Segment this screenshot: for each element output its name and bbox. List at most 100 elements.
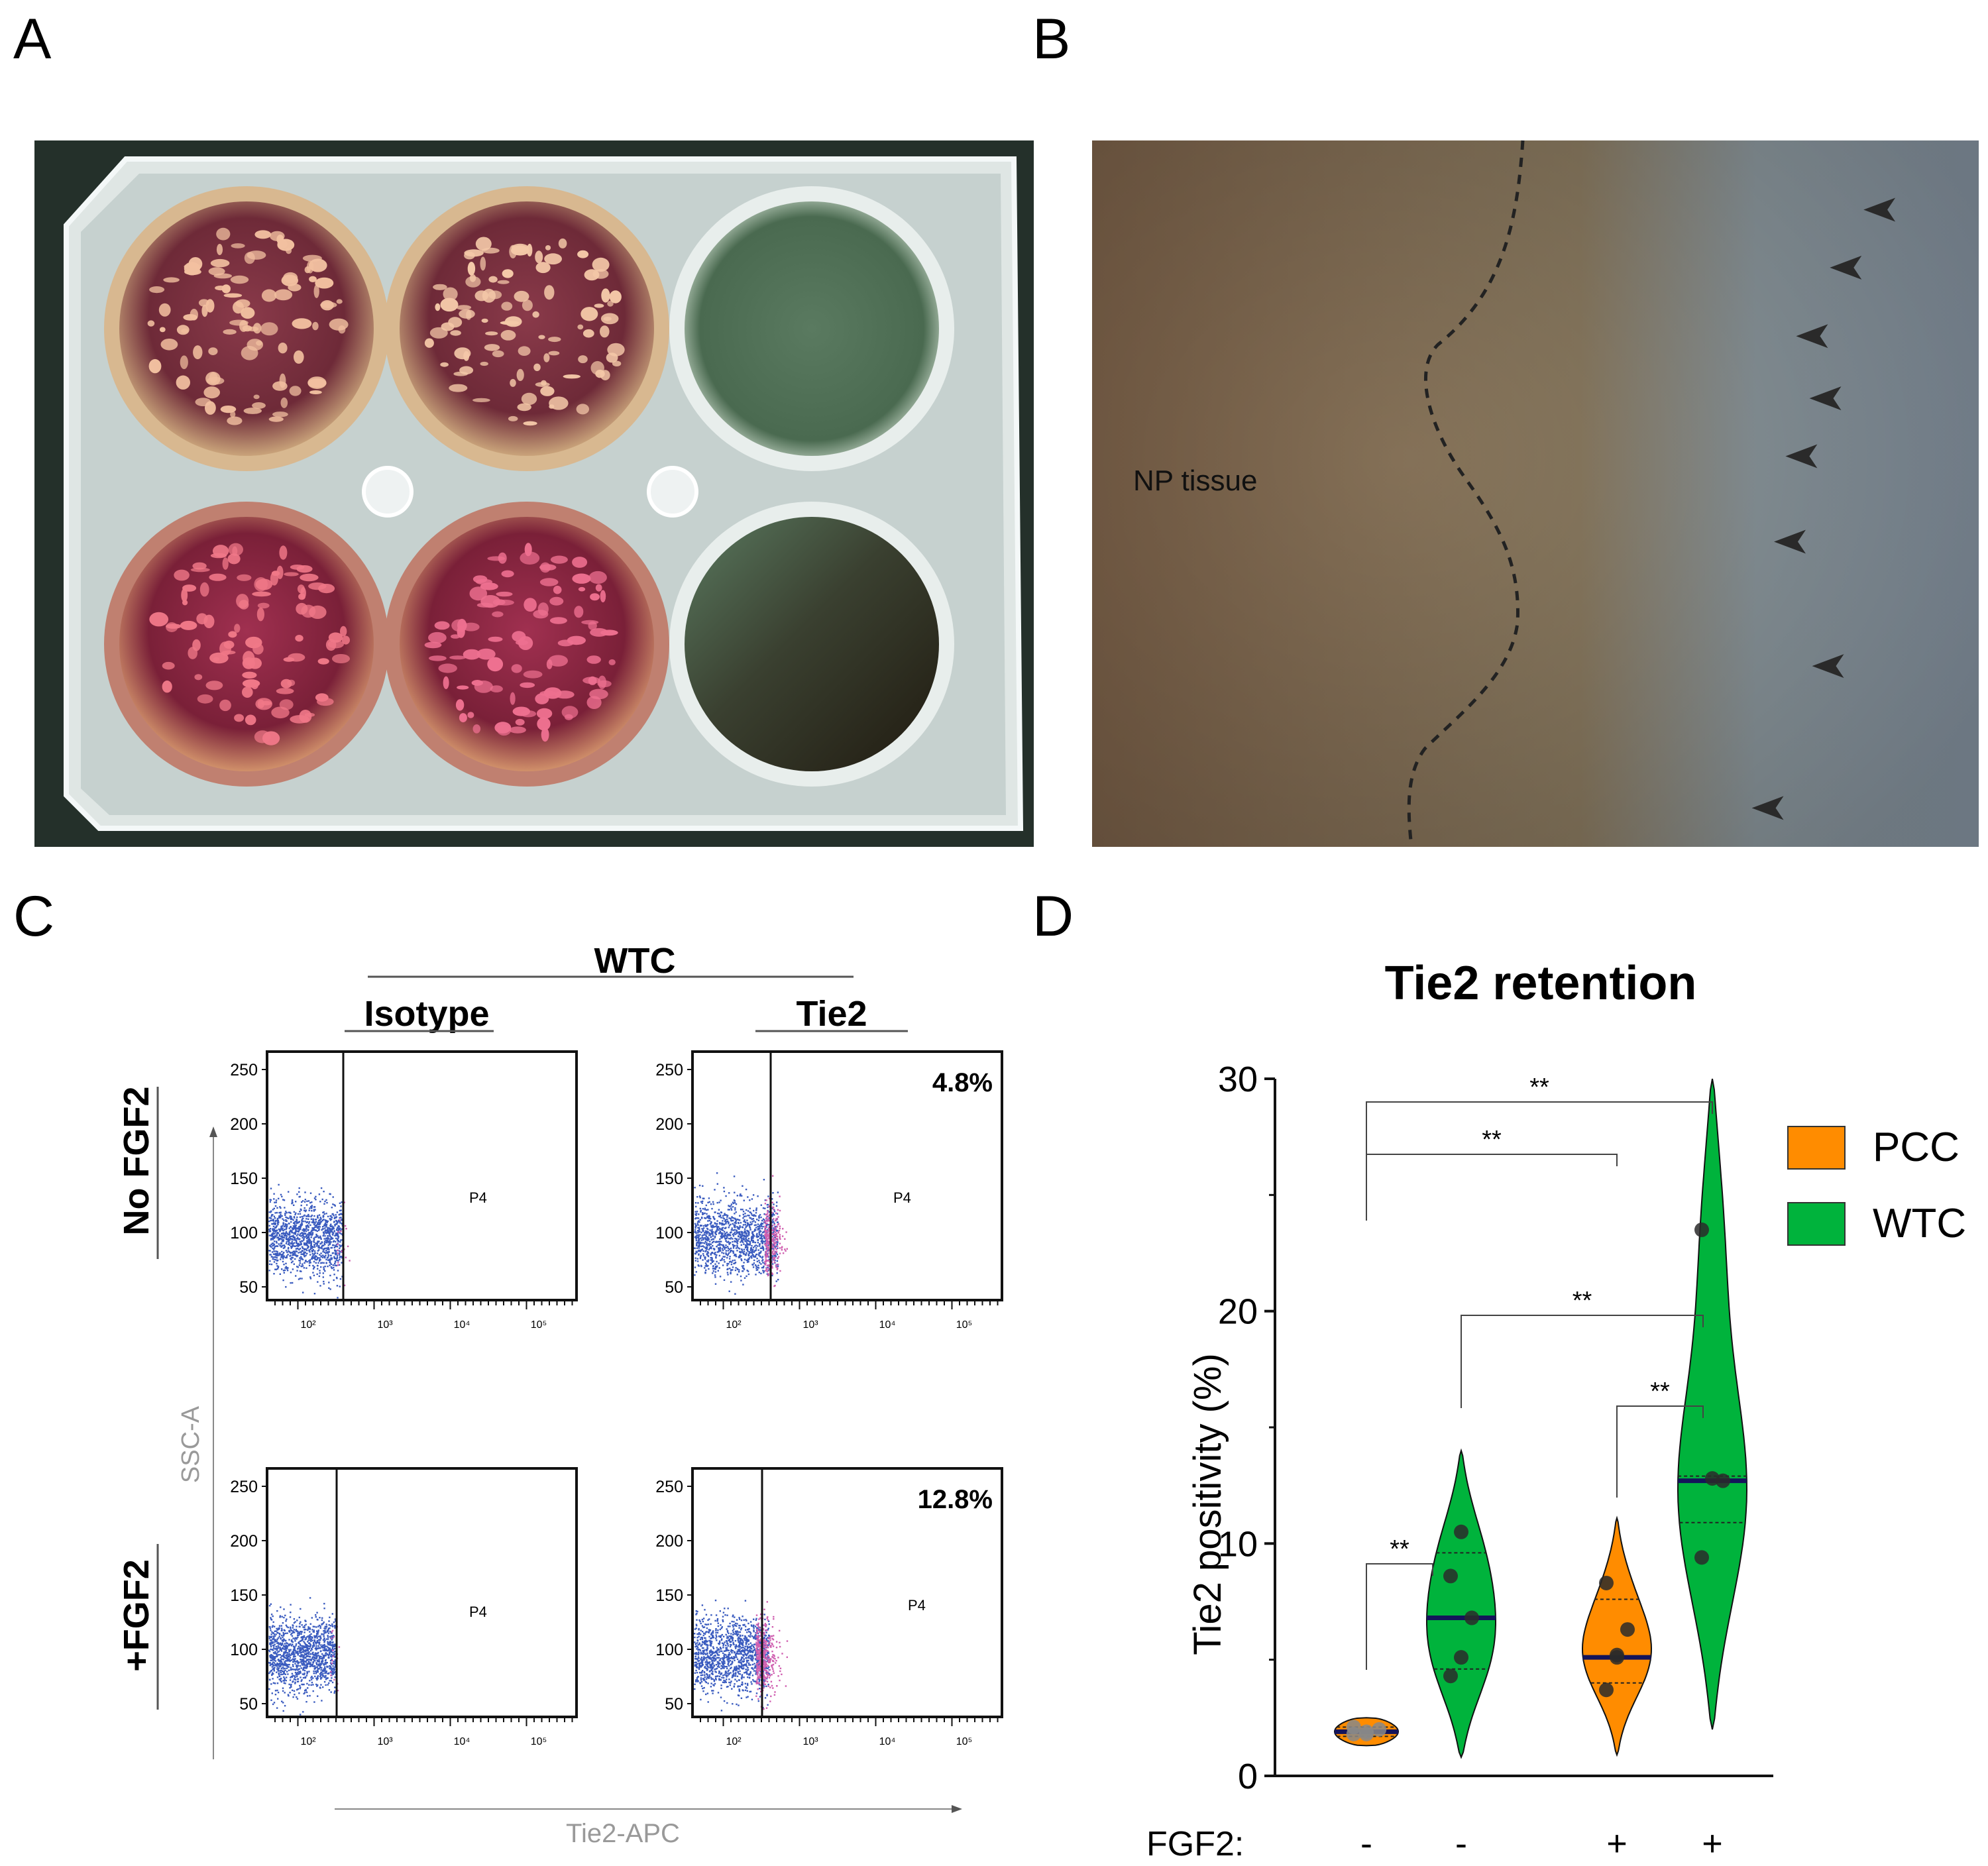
event-dot	[761, 1238, 763, 1240]
event-dot	[299, 1651, 301, 1653]
event-dot	[723, 1279, 726, 1281]
event-dot	[771, 1221, 773, 1223]
event-dot	[319, 1663, 321, 1665]
event-dot	[286, 1227, 288, 1230]
event-dot	[285, 1624, 288, 1626]
event-dot	[313, 1250, 316, 1252]
event-dot	[312, 1654, 315, 1656]
event-dot	[300, 1608, 302, 1610]
event-dot	[276, 1666, 278, 1668]
event-dot	[704, 1267, 706, 1269]
event-dot	[744, 1240, 746, 1242]
event-dot	[286, 1270, 289, 1272]
tissue-fragment	[188, 647, 198, 659]
tissue-fragment	[456, 305, 472, 310]
event-dot	[312, 1219, 314, 1221]
event-dot	[283, 1655, 285, 1657]
event-dot	[747, 1244, 749, 1246]
y-tick-label: 150	[230, 1170, 258, 1188]
event-dot	[706, 1251, 709, 1253]
event-dot	[305, 1661, 307, 1663]
event-dot	[274, 1268, 276, 1270]
event-dot	[282, 1233, 285, 1235]
event-dot	[307, 1238, 309, 1241]
event-dot	[773, 1227, 775, 1229]
event-dot	[721, 1227, 723, 1229]
event-dot	[750, 1213, 753, 1215]
event-dot	[309, 1628, 311, 1630]
event-dot	[771, 1238, 773, 1240]
event-dot	[774, 1284, 776, 1287]
event-dot	[304, 1209, 305, 1211]
event-dot	[341, 1256, 343, 1259]
event-dot	[706, 1244, 708, 1246]
tissue-fragment	[199, 582, 209, 597]
event-dot	[319, 1201, 321, 1203]
event-dot	[764, 1199, 767, 1201]
event-dot	[272, 1703, 274, 1706]
event-dot	[280, 1657, 282, 1659]
event-dot	[308, 1637, 310, 1639]
event-dot	[306, 1671, 308, 1673]
tissue-fragment	[449, 655, 467, 660]
event-dot	[313, 1673, 315, 1674]
event-dot	[312, 1625, 314, 1627]
event-dot	[746, 1225, 749, 1227]
event-dot	[273, 1670, 275, 1672]
tissue-fragment	[511, 664, 522, 673]
event-dot	[339, 1241, 341, 1243]
event-dot	[302, 1673, 304, 1675]
event-dot	[292, 1651, 294, 1653]
event-dot	[333, 1266, 335, 1269]
tissue-fragment	[522, 300, 533, 311]
event-dot	[279, 1646, 281, 1649]
event-dot	[326, 1653, 328, 1655]
event-dot	[738, 1269, 740, 1271]
event-dot	[759, 1223, 762, 1225]
event-dot	[736, 1232, 738, 1234]
tissue-fragment	[163, 277, 180, 283]
event-dot	[767, 1203, 769, 1206]
event-dot	[302, 1676, 305, 1679]
event-dot	[739, 1236, 742, 1238]
event-dot	[724, 1233, 727, 1235]
event-dot	[339, 1256, 341, 1258]
event-dot	[340, 1209, 342, 1211]
event-dot	[279, 1238, 281, 1240]
event-dot	[742, 1641, 744, 1643]
event-dot	[746, 1259, 747, 1262]
event-cloud	[694, 1172, 788, 1295]
tissue-fragment	[277, 239, 295, 251]
event-dot	[330, 1254, 332, 1256]
event-dot	[304, 1673, 305, 1674]
event-dot	[332, 1671, 334, 1673]
event-dot	[313, 1654, 316, 1656]
event-dot	[292, 1664, 294, 1666]
event-dot	[747, 1235, 749, 1237]
event-dot	[771, 1239, 773, 1242]
tissue-fragment	[227, 416, 243, 425]
event-dot	[746, 1240, 747, 1242]
event-dot	[696, 1247, 698, 1249]
event-dot	[301, 1240, 303, 1242]
event-dot	[272, 1256, 274, 1258]
event-dot	[315, 1652, 317, 1654]
event-dot	[714, 1233, 716, 1235]
event-dot	[696, 1196, 698, 1198]
event-dot	[270, 1699, 272, 1701]
tissue-fragment	[281, 274, 298, 287]
event-dot	[747, 1260, 749, 1263]
row-title-fgf2: +FGF2	[117, 1559, 156, 1672]
event-dot	[773, 1240, 775, 1243]
event-dot	[293, 1252, 295, 1255]
event-dot	[274, 1641, 276, 1643]
tissue-fragment	[210, 258, 230, 268]
event-dot	[329, 1228, 331, 1230]
event-dot	[329, 1627, 331, 1629]
event-dot	[300, 1209, 302, 1211]
event-dot	[698, 1213, 700, 1215]
event-dot	[708, 1234, 710, 1236]
arrowhead-icon	[1785, 444, 1818, 468]
event-dot	[309, 1635, 311, 1637]
event-dot	[312, 1268, 315, 1270]
